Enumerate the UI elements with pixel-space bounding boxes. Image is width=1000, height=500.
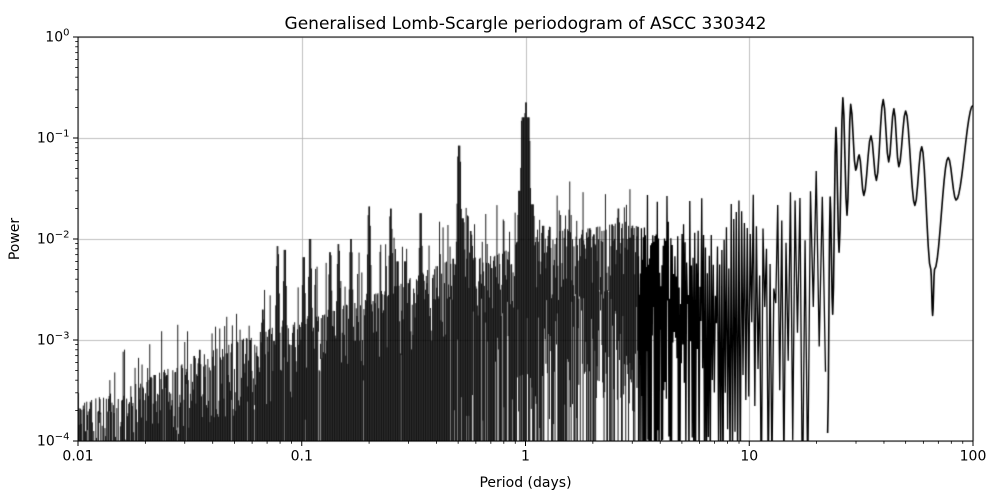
figure: 0.01 0.1 1 10 100 100 10−1 10−2 10−3 10−4 Ge… [0,0,1000,500]
periodogram-curve [0,0,1000,500]
